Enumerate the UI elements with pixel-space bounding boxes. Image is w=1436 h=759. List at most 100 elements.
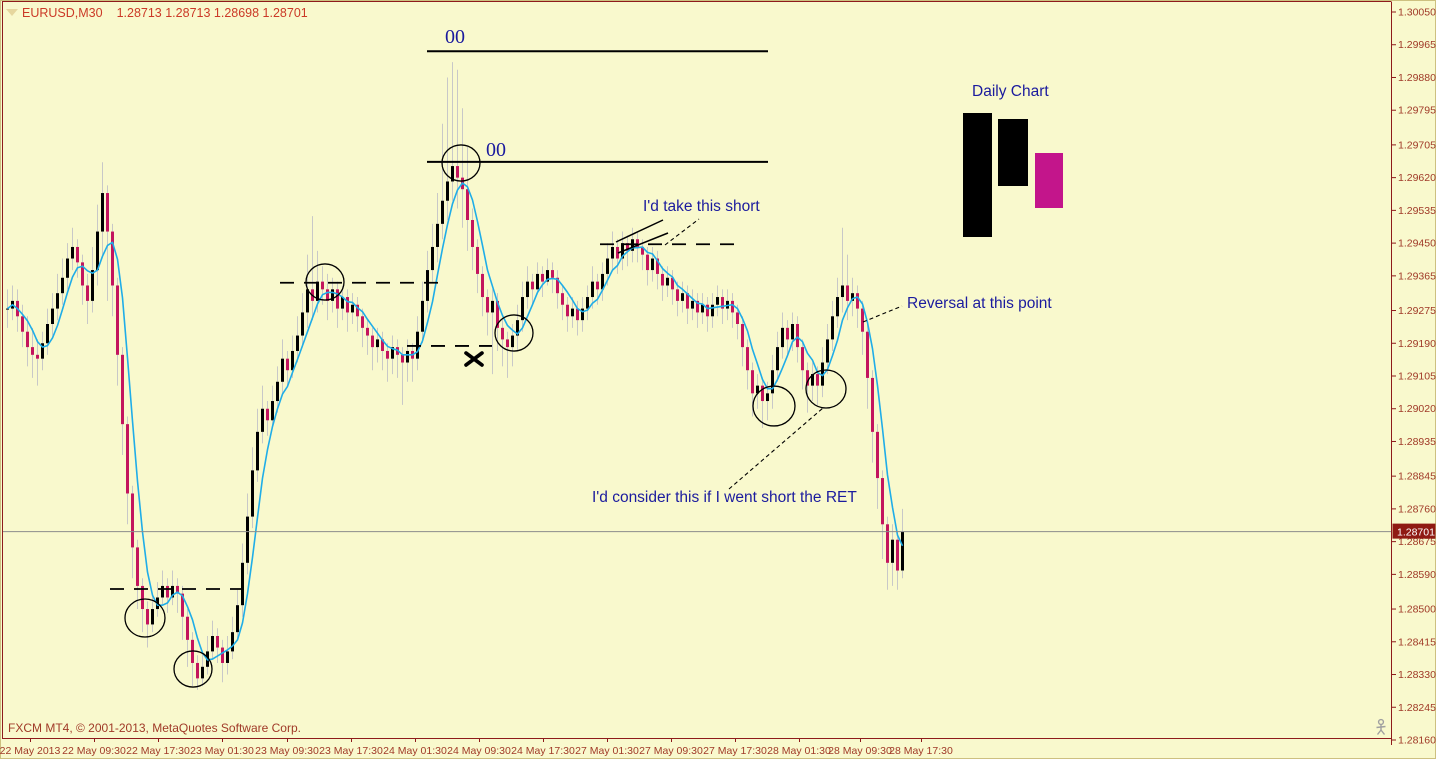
time-label: 23 May 01:30 (190, 745, 254, 757)
time-axis[interactable]: 22 May 2013 22 May 09:30 22 May 17:30 23 Ma… (0, 738, 953, 757)
candle-body (356, 304, 359, 317)
annotation-text-reversal[interactable]: Reversal at this point (907, 295, 1052, 312)
candle-body (571, 308, 574, 317)
price-axis[interactable]: 1.30050 1.29965 1.29880 1.29795 1.29705 1.296… (1391, 7, 1436, 747)
price-label: 1.29450 (1398, 238, 1436, 250)
price-label: 1.29105 (1398, 371, 1436, 383)
candle-body (286, 358, 289, 371)
candle-body (826, 339, 829, 363)
highlight-circle[interactable] (305, 263, 345, 301)
candle-body (861, 308, 864, 332)
candle-body (296, 335, 299, 351)
candle-body (741, 324, 744, 348)
highlight-circle[interactable] (441, 144, 481, 182)
candle-body (671, 277, 674, 290)
candle-body (591, 281, 594, 298)
price-label: 1.29020 (1398, 403, 1436, 415)
candle-body (216, 636, 219, 648)
double-zero-label[interactable]: 00 (445, 26, 465, 48)
candle-body (661, 273, 664, 286)
candle-body (766, 393, 769, 402)
time-label: 22 May 09:30 (62, 745, 126, 757)
candle-body (406, 350, 409, 363)
highlight-circle[interactable] (494, 314, 534, 352)
candle-body (871, 377, 874, 432)
candle-body (381, 339, 384, 351)
pointer-dash-line[interactable] (664, 218, 700, 246)
candle-body (831, 316, 834, 340)
candle-body (101, 193, 104, 232)
candle-body (706, 304, 709, 317)
candle-body (26, 331, 29, 348)
highlight-circle[interactable] (124, 598, 166, 638)
candle-body (806, 370, 809, 386)
candle-body (496, 300, 499, 328)
candle-body (221, 647, 224, 663)
chart-header: EURUSD,M30 1.28713 1.28713 1.28698 1.2870… (22, 6, 308, 20)
time-label: 24 May 09:30 (447, 745, 511, 757)
candle-body (676, 289, 679, 301)
mini-channel-line[interactable] (617, 232, 669, 254)
annotation-text-daily-chart[interactable]: Daily Chart (972, 83, 1049, 100)
candle-body (786, 327, 789, 340)
price-label: 1.29795 (1398, 105, 1436, 117)
annotation-text-consider-ret[interactable]: I'd consider this if I went short the RE… (592, 489, 857, 506)
candle-body (751, 370, 754, 394)
candle-body (281, 358, 284, 382)
daily-candle-rect[interactable] (998, 119, 1028, 186)
x-mark[interactable] (464, 351, 484, 367)
price-label: 1.29965 (1398, 39, 1436, 51)
price-label: 1.28935 (1398, 436, 1436, 448)
candle-body (816, 374, 819, 386)
daily-candle-rect[interactable] (963, 113, 992, 237)
candle-body (836, 297, 839, 317)
candle-body (551, 270, 554, 278)
candle-body (126, 424, 129, 494)
candle-body (81, 262, 84, 286)
candle-body (326, 289, 329, 301)
price-label: 1.28245 (1398, 702, 1436, 714)
candle-body (841, 285, 844, 298)
candle-body (721, 297, 724, 309)
highlight-circle[interactable] (173, 650, 213, 688)
daily-candle-rect[interactable] (1035, 153, 1063, 208)
candle-body (456, 166, 459, 178)
candle-body (556, 277, 559, 294)
candle-body (601, 273, 604, 290)
candle-body (811, 374, 814, 386)
price-label: 1.28500 (1398, 604, 1436, 616)
current-price-flag-label: 1.28701 (1397, 527, 1435, 539)
candle-body (516, 320, 519, 336)
candle-body (146, 609, 149, 625)
price-label: 1.28760 (1398, 503, 1436, 515)
candle-body (106, 193, 109, 232)
candle-body (131, 493, 134, 548)
annotation-text-take-short[interactable]: I'd take this short (643, 198, 760, 215)
candle-body (141, 585, 144, 610)
candle-body (261, 408, 264, 432)
highlight-circle[interactable] (805, 369, 847, 409)
annotations-layer (110, 50, 1063, 688)
time-label: 22 May 2013 (0, 745, 61, 757)
time-label: 28 May 01:30 (767, 745, 831, 757)
candle-body (201, 666, 204, 679)
price-label: 1.28415 (1398, 636, 1436, 648)
pointer-dash-line[interactable] (862, 305, 903, 323)
window-marker-icon (6, 9, 18, 16)
mini-channel-line[interactable] (615, 219, 664, 243)
double-zero-label[interactable]: 00 (486, 139, 506, 161)
candle-body (681, 293, 684, 301)
candle-body (41, 343, 44, 359)
candle-body (21, 316, 24, 332)
candle-body (76, 246, 79, 263)
candle-body (236, 605, 239, 633)
candle-body (736, 312, 739, 324)
candle-body (576, 308, 579, 321)
candle-body (781, 327, 784, 348)
candle-body (421, 300, 424, 332)
highlight-circle[interactable] (752, 385, 796, 427)
candle-body (451, 166, 454, 182)
candle-body (231, 632, 234, 652)
